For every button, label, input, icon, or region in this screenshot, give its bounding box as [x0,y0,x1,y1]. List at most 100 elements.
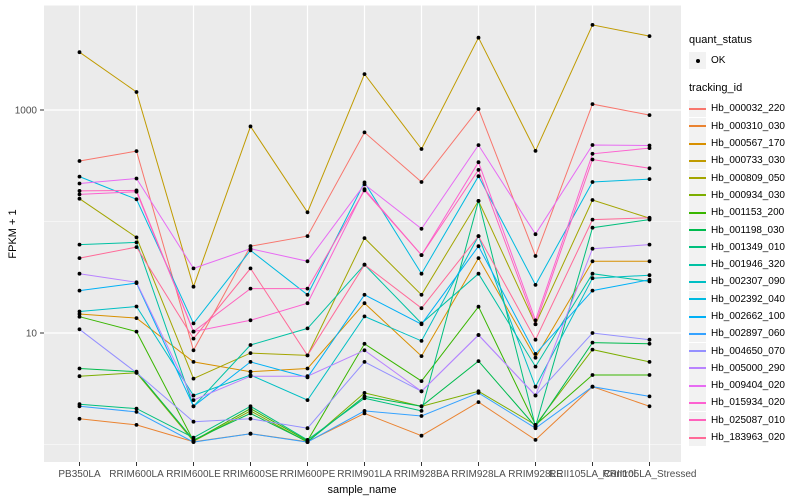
data-point [362,360,367,364]
data-point [134,423,139,427]
line-swatch-icon [689,280,706,283]
legend-item-label: Hb_001153_200 [711,207,785,219]
legend-item-label: Hb_025087_010 [711,414,785,426]
x-tick-label-RRII105LA_Control: RRII105LA_Control [549,469,636,480]
line-swatch-icon [689,315,706,318]
legend-item-Hb_000733_030: Hb_000733_030 [689,152,799,170]
y-axis-title: FPKM + 1 [7,209,19,258]
legend-item-Hb_015934_020: Hb_015934_020 [689,394,799,412]
data-point [362,188,367,193]
legend-title-quant-status: quant_status [689,34,752,46]
data-point [248,124,253,129]
data-point [647,242,652,247]
data-point [305,234,310,239]
data-point [590,259,595,264]
legend-item-Hb_000567_170: Hb_000567_170 [689,135,799,153]
legend-item-Hb_000310_030: Hb_000310_030 [689,117,799,135]
data-point [476,400,481,404]
data-point [533,149,538,153]
y-tick-label: 10 [26,329,38,340]
data-point [77,288,82,293]
data-point [647,337,652,342]
x-tick-label-RRIM600LA: RRIM600LA [109,469,164,480]
data-point [533,283,538,287]
data-point [305,286,310,291]
legend-item-Hb_009404_020: Hb_009404_020 [689,377,799,395]
data-point [590,225,595,230]
data-point [647,146,652,151]
data-point [77,404,82,409]
data-point [77,174,82,179]
legend-item-label: Hb_000567_170 [711,138,785,150]
y-tick-label: 1000 [15,106,38,117]
legend-item-Hb_000934_030: Hb_000934_030 [689,186,799,204]
data-point [419,253,424,257]
legend-item-quant-OK: OK [689,52,799,70]
data-point [191,266,196,271]
plot-area: 10 1000 PB350LA RRIM600LA RRIM600LE RRIM600SE… [15,5,697,480]
line-swatch-icon [689,229,706,232]
legend-item-label: Hb_000733_030 [711,155,785,167]
data-point [191,360,196,364]
legend-tracking-id-items: Hb_000032_220 Hb_000310_030 Hb_000567_170 H… [689,100,799,447]
data-point [134,245,139,250]
data-point [647,113,652,117]
data-point [533,393,538,398]
legend-key-line [689,308,706,325]
data-point [77,242,82,247]
legend-item-label: Hb_015934_020 [711,397,785,409]
data-point [476,333,481,337]
data-point [590,246,595,251]
legend-key-line [689,135,706,153]
data-point [248,369,253,374]
data-point [134,406,139,411]
data-point [476,391,481,395]
data-point [134,370,139,375]
data-point [134,410,139,414]
legend-item-label: Hb_000809_050 [711,172,785,184]
x-tick-label-RRIM928BA: RRIM928BA [394,469,450,480]
data-point [77,366,82,371]
line-swatch-icon [689,436,706,439]
data-point [590,373,595,377]
legend-item-label: Hb_001198_030 [711,224,785,236]
data-point [362,341,367,346]
legend-key-line [689,169,706,187]
data-point [77,50,82,55]
data-point [647,143,652,148]
line-swatch-icon [689,350,706,353]
line-swatch-icon [689,401,706,404]
data-point [362,262,367,267]
data-point [419,271,424,276]
data-point [533,384,538,389]
legend-item-Hb_002662_100: Hb_002662_100 [689,308,799,325]
data-point [419,404,424,409]
data-point [647,273,652,278]
data-point [419,414,424,418]
data-point [248,318,253,323]
x-tick-label-RRII105LA_Stressed: RRII105LA_Stressed [603,469,697,480]
data-point [248,374,253,379]
data-point [305,440,310,444]
data-point [134,188,139,193]
line-swatch-icon [689,125,706,128]
data-point [476,107,481,111]
data-point [191,284,196,289]
x-tick-label-RRIM928LA: RRIM928LA [451,469,506,480]
data-point [647,259,652,264]
data-point [191,376,196,381]
data-point [419,292,424,297]
data-point [77,192,82,197]
data-point [419,354,424,358]
data-point [134,235,139,240]
data-point [476,168,481,172]
legend-key-line [689,100,706,118]
data-point [590,157,595,162]
data-point [248,416,253,421]
line-swatch-icon [689,246,706,249]
data-point [533,254,538,258]
legend-item-label: Hb_000032_220 [711,103,785,115]
legend-key-line [689,238,706,256]
data-point [590,151,595,156]
data-point [590,102,595,106]
